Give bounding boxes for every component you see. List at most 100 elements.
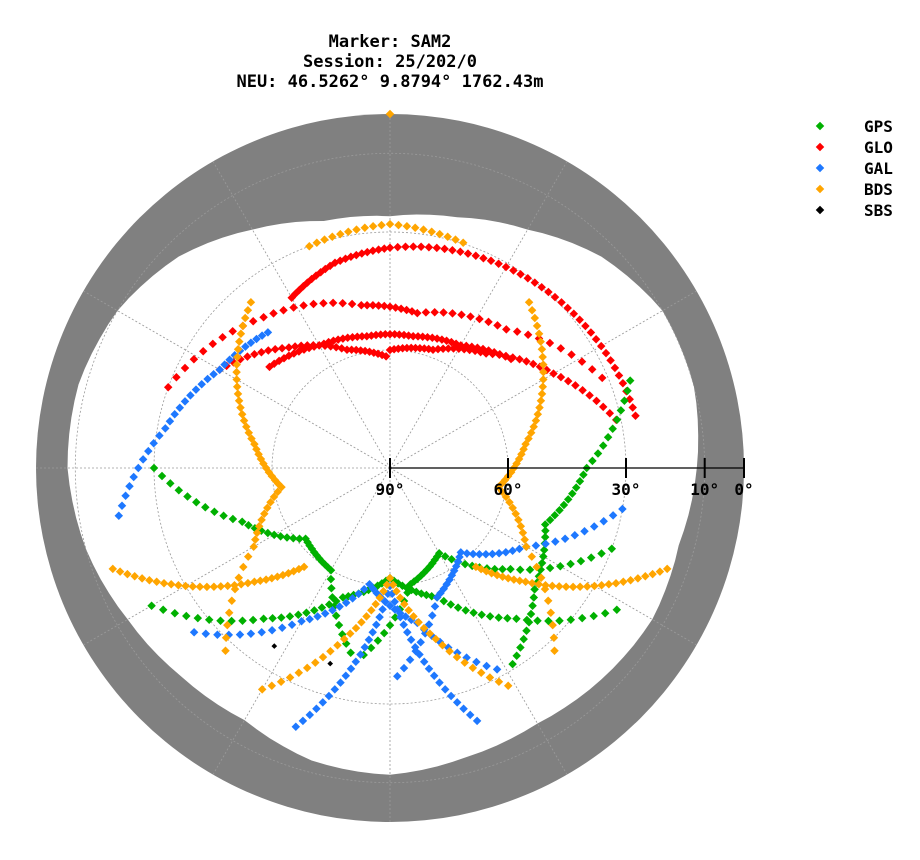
- legend-entry-bds: BDS: [815, 180, 893, 199]
- observation-point: [354, 589, 363, 599]
- observation-point: [276, 677, 286, 687]
- observation-point: [294, 610, 303, 620]
- observation-point: [525, 565, 535, 574]
- observation-point: [297, 617, 306, 626]
- observation-point: [379, 628, 389, 638]
- observation-point: [413, 332, 423, 341]
- observation-point: [201, 503, 210, 512]
- observation-point: [244, 428, 254, 438]
- observation-point: [522, 357, 531, 366]
- observation-point: [427, 592, 436, 601]
- observation-point: [509, 575, 519, 584]
- observation-point: [556, 372, 566, 382]
- observation-point: [608, 511, 618, 520]
- observation-point: [336, 678, 345, 687]
- elevation-axis: 90° 60° 30° 10° 0°: [376, 109, 754, 499]
- observation-point: [471, 251, 481, 260]
- observation-point: [614, 371, 624, 380]
- observation-point: [374, 301, 383, 310]
- track-gps: [508, 376, 635, 669]
- observation-point: [328, 593, 337, 602]
- observation-point: [540, 520, 550, 529]
- observation-point: [295, 534, 304, 543]
- observation-point: [305, 241, 314, 251]
- observation-point: [575, 477, 585, 486]
- observation-point: [662, 564, 672, 574]
- observation-point: [535, 403, 544, 412]
- observation-point: [524, 298, 534, 307]
- observation-point: [364, 635, 374, 645]
- observation-point: [591, 334, 601, 344]
- observation-point: [347, 345, 356, 355]
- observation-point: [428, 611, 437, 620]
- observation-point: [509, 266, 518, 275]
- observation-point: [435, 229, 444, 239]
- observation-point: [270, 344, 280, 354]
- observation-point: [419, 657, 429, 666]
- observation-point: [374, 245, 383, 254]
- observation-point: [494, 482, 503, 492]
- observation-point: [522, 542, 531, 551]
- observation-point: [311, 658, 320, 667]
- axis-tick-label: 10°: [690, 480, 719, 499]
- observation-point: [269, 309, 278, 318]
- track-bds: [471, 562, 672, 592]
- observation-point: [601, 348, 611, 358]
- observation-point: [172, 373, 181, 382]
- observation-point: [571, 483, 581, 492]
- observation-point: [468, 663, 478, 673]
- observation-point: [382, 580, 392, 590]
- observation-point: [393, 672, 402, 681]
- observation-point: [515, 355, 524, 364]
- observation-point: [149, 463, 159, 473]
- observation-point: [359, 584, 369, 594]
- observation-point: [362, 300, 372, 310]
- observation-point: [605, 408, 615, 418]
- observation-point: [586, 328, 596, 337]
- observation-point: [360, 642, 370, 652]
- observation-point: [560, 534, 570, 543]
- observation-point: [655, 567, 665, 576]
- legend-swatch: [815, 163, 825, 173]
- observation-point: [472, 716, 482, 726]
- observation-point: [516, 521, 526, 531]
- observation-point: [481, 349, 491, 358]
- observation-point: [428, 345, 438, 354]
- observation-point: [390, 597, 399, 606]
- observation-point: [563, 376, 573, 386]
- observation-point: [385, 219, 395, 229]
- observation-point: [318, 652, 328, 662]
- observation-point: [459, 345, 469, 354]
- observation-point: [502, 325, 511, 334]
- observation-point: [485, 673, 495, 682]
- observation-point: [608, 424, 617, 433]
- observation-point: [198, 347, 208, 356]
- observation-point: [347, 299, 357, 309]
- observation-point: [471, 562, 481, 572]
- observation-point: [459, 704, 468, 713]
- observation-point: [494, 613, 503, 622]
- observation-point: [379, 587, 388, 596]
- observation-point: [454, 344, 464, 354]
- legend-label: GPS: [864, 117, 893, 136]
- observation-point: [440, 244, 449, 254]
- observation-point: [461, 606, 470, 615]
- observation-point: [495, 350, 504, 360]
- observation-point: [380, 244, 389, 253]
- track-glo: [287, 242, 640, 421]
- observation-point: [406, 635, 416, 645]
- observation-point: [537, 558, 547, 568]
- observation-point: [616, 406, 626, 415]
- observation-point: [569, 309, 579, 319]
- observation-point: [256, 576, 265, 586]
- observation-point: [585, 391, 594, 400]
- track-bds: [494, 298, 559, 655]
- track-gal: [114, 328, 273, 521]
- observation-point: [536, 573, 546, 583]
- observation-point: [289, 534, 298, 543]
- observation-point: [134, 463, 143, 473]
- observation-point: [375, 612, 384, 622]
- observation-point: [183, 492, 192, 501]
- observation-point: [335, 602, 344, 611]
- observation-point: [348, 594, 357, 603]
